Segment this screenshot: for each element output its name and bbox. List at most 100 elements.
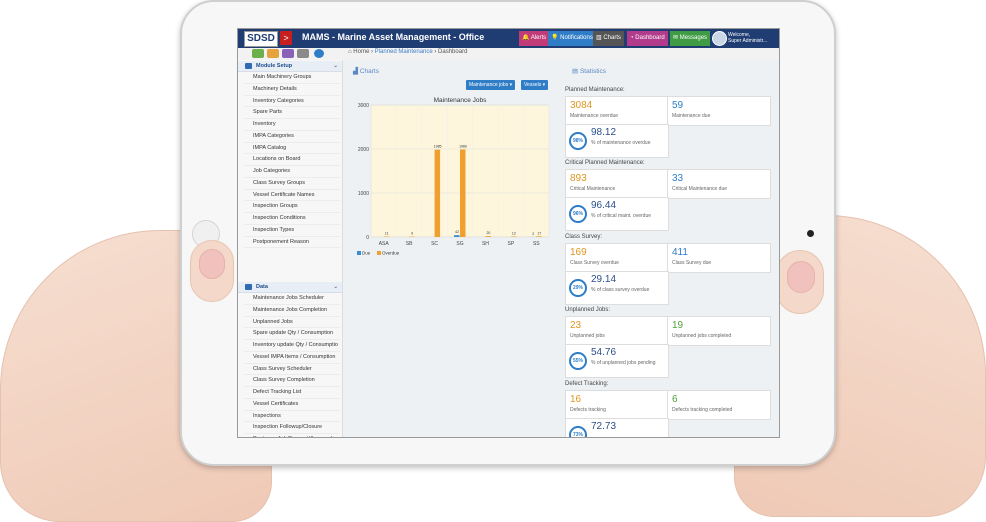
message-icon: ✉	[673, 35, 678, 41]
stat-number: 169	[570, 247, 587, 258]
user-menu[interactable]: Welcome, Super Administr...	[712, 31, 776, 46]
breadcrumb-home[interactable]: Home	[353, 49, 369, 55]
stat-caption: Maintenance due	[672, 113, 742, 120]
sidebar-item[interactable]: Inventory update Qty / Consumptio	[244, 340, 340, 352]
stat-caption: Critical Maintenance	[570, 186, 666, 193]
nav-notifications-label: Notifications	[560, 35, 593, 41]
chevron-down-icon[interactable]: ⌄	[333, 282, 338, 292]
sidebar-item[interactable]: Spare update Qty / Consumption	[244, 328, 340, 340]
list-icon: ▤	[572, 68, 578, 75]
sidebar-item[interactable]: Vessel Certificates	[244, 399, 340, 411]
sidebar-item[interactable]: Maintenance Jobs Scheduler	[244, 293, 340, 305]
stat-number: 6	[672, 394, 678, 405]
sidebar-section-module-setup[interactable]: Module Setup ⌄	[238, 61, 342, 72]
nav-messages-button[interactable]: ✉ Messages	[670, 31, 710, 46]
y-tick-label: 0	[366, 235, 369, 241]
stat-section-label: Class Survey:	[565, 234, 602, 240]
sidebar-item[interactable]: Unplanned Jobs	[244, 317, 340, 329]
nav-alerts-button[interactable]: 🔔 Alerts	[519, 31, 549, 46]
logo-arrow[interactable]: >	[280, 31, 292, 45]
breadcrumb-separator: ›	[371, 49, 373, 55]
stat-caption: Unplanned jobs completed	[672, 333, 742, 340]
bar-overdue	[536, 236, 542, 237]
legend-swatch	[357, 251, 361, 255]
sidebar-item[interactable]: Class Survey Completion	[244, 375, 340, 387]
breadcrumb-dashboard: Dashboard	[438, 49, 467, 55]
sidebar-item[interactable]: IMPA Categories	[244, 131, 340, 143]
sidebar-item[interactable]: Inspection Followup/Closure	[244, 422, 340, 434]
help-icon[interactable]	[314, 49, 324, 58]
sidebar-item[interactable]: Inventory Categories	[244, 96, 340, 108]
user-icon[interactable]	[282, 49, 294, 58]
percent-caption: % of unplanned jobs pending	[591, 360, 661, 367]
sidebar-item[interactable]: Postpone Job Request/Approval	[244, 434, 340, 438]
sidebar-item[interactable]: Class Survey Groups	[244, 178, 340, 190]
sidebar-item[interactable]: Class Survey Scheduler	[244, 364, 340, 376]
nav-dashboard-button[interactable]: ◔ Dashboard	[627, 31, 668, 46]
bar-overdue	[511, 236, 517, 237]
x-tick-label: SB	[406, 241, 413, 247]
data-label: 20	[486, 231, 490, 235]
module-setup-icon	[245, 63, 252, 69]
percent-caption: % of critical maint. overdue	[591, 213, 661, 220]
sidebar-item[interactable]: IMPA Catalog	[244, 143, 340, 155]
stat-caption: Critical Maintenance due	[672, 186, 742, 193]
chart-svg: Maintenance Jobs010002000300011ASA9SB198…	[351, 94, 553, 269]
sidebar-item[interactable]: Inventory	[244, 119, 340, 131]
stat-section-label: Critical Planned Maintenance:	[565, 160, 645, 166]
nav-charts-button[interactable]: ▥ Charts	[593, 31, 624, 46]
sidebar-item[interactable]: Machinery Details	[244, 84, 340, 96]
sidebar-item[interactable]: Defect Tracking List	[244, 387, 340, 399]
vessels-dropdown[interactable]: Vessels ▾	[521, 80, 548, 90]
image-icon[interactable]	[297, 49, 309, 58]
sidebar-item[interactable]: Inspection Conditions	[244, 213, 340, 225]
percent-value: 98.12	[591, 127, 616, 138]
x-tick-label: SC	[431, 241, 438, 247]
sidebar-item[interactable]: Main Machinery Groups	[244, 72, 340, 84]
stat-number: 59	[672, 100, 683, 111]
sidebar-item[interactable]: Inspection Groups	[244, 201, 340, 213]
data-icon	[245, 284, 252, 290]
sidebar-section-data[interactable]: Data ⌄	[238, 282, 342, 293]
statistics-panel-title: ▤ Statistics	[572, 67, 606, 75]
sidebar-item[interactable]: Inspection Types	[244, 225, 340, 237]
nav-notifications-button[interactable]: 💡 Notifications	[548, 31, 596, 46]
sidebar-item[interactable]: Spare Parts	[244, 107, 340, 119]
chevron-down-icon[interactable]: ⌄	[333, 61, 338, 71]
maintenance-jobs-dropdown[interactable]: Maintenance jobs ▾	[466, 80, 515, 90]
logo: SDSD	[244, 31, 278, 47]
nav-alerts-label: Alerts	[531, 35, 546, 41]
sidebar-section-label: Module Setup	[256, 61, 292, 71]
welcome-line2: Super Administr...	[728, 38, 767, 44]
sidebar-item[interactable]: Locations on Board	[244, 154, 340, 166]
percent-value: 29.14	[591, 274, 616, 285]
stat-card-percent: 98%98.12% of maintenance overdue	[565, 124, 669, 158]
chart-icon: ▥	[596, 35, 602, 41]
y-tick-label: 1000	[358, 191, 369, 197]
home-icon[interactable]	[252, 49, 264, 58]
sidebar-item[interactable]: Postponement Reason	[244, 237, 340, 249]
sidebar-item[interactable]: Vessel Certificate Names	[244, 190, 340, 202]
data-label: 1985	[434, 145, 442, 149]
sidebar-item[interactable]: Vessel IMPA Items / Consumption	[244, 352, 340, 364]
sidebar-item[interactable]: Maintenance Jobs Completion	[244, 305, 340, 317]
stat-caption: Defects tracking	[570, 407, 666, 414]
app-title: MAMS - Marine Asset Management - Office	[302, 32, 484, 42]
x-tick-label: SP	[508, 241, 515, 247]
sidebar-item[interactable]: Job Categories	[244, 166, 340, 178]
data-label: 11	[385, 232, 389, 236]
percent-value: 72.73	[591, 421, 616, 432]
stat-card-percent: 29%29.14% of class survey overdue	[565, 271, 669, 305]
sidebar-item[interactable]: Inspections	[244, 411, 340, 423]
folder-icon[interactable]	[267, 49, 279, 58]
data-label: 1989	[459, 144, 467, 148]
breadcrumb-planned-maintenance[interactable]: Planned Maintenance	[375, 49, 433, 55]
